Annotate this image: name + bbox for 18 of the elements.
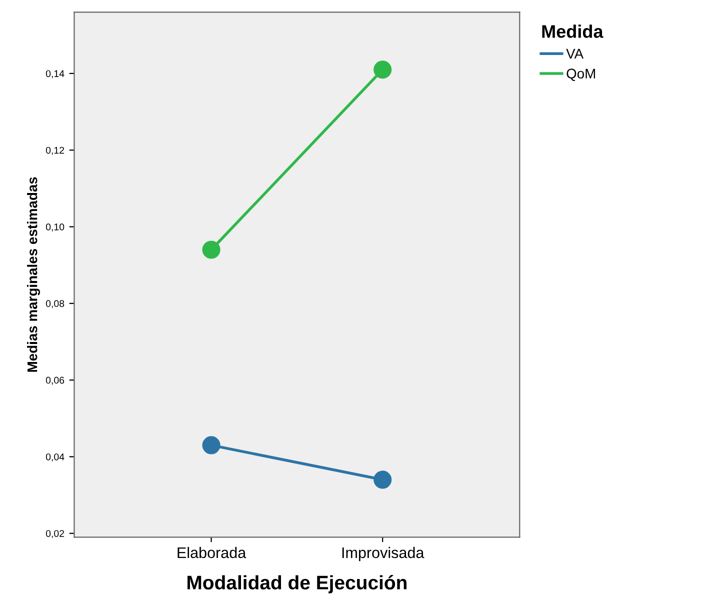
- y-tick-label: 0,10: [46, 223, 64, 232]
- point: [374, 470, 392, 489]
- x-tick-label: Improvisada: [342, 546, 424, 562]
- y-tick-label: 0,02: [46, 530, 64, 538]
- legend-label: QoM: [566, 68, 596, 81]
- x-tick-label: Elaborada: [178, 546, 246, 558]
- y-tick-label: 0,08: [46, 300, 64, 308]
- point: [202, 436, 220, 454]
- y-tick-label: 0,14: [46, 70, 64, 78]
- legend-label: VA: [566, 48, 584, 58]
- y-tick-label: 0,06: [46, 376, 64, 385]
- legend-title: Medida: [542, 24, 604, 38]
- y-tick-label: 0,04: [46, 453, 64, 462]
- y-tick-label: 0,12: [46, 146, 64, 155]
- point: [374, 60, 392, 79]
- point: [202, 240, 220, 259]
- y-axis-title: Medias marginales estimadas: [27, 177, 40, 372]
- x-axis-title: Modalidad de Ejecución: [188, 575, 406, 594]
